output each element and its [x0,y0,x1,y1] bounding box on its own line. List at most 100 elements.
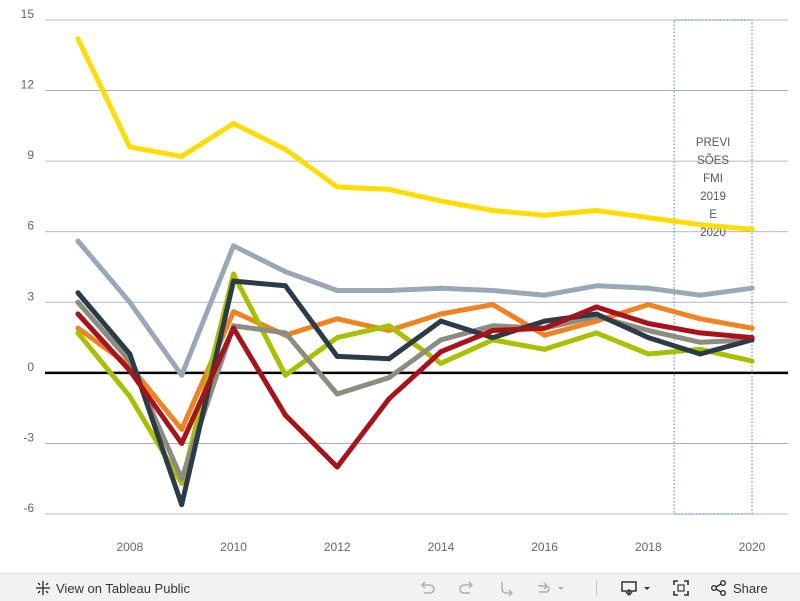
data-point [179,502,185,508]
y-tick-label: 0 [27,360,34,374]
series-line [75,278,755,508]
data-point [438,337,444,343]
data-point [282,372,288,378]
data-point [542,292,548,298]
data-point [282,146,288,152]
data-point [697,351,703,357]
y-tick-label: -3 [23,430,34,444]
data-point [645,335,651,341]
download-dropdown-icon [638,579,650,597]
data-point [593,208,599,214]
data-point [645,285,651,291]
data-point [490,335,496,341]
data-point [334,335,340,341]
data-point [749,335,755,341]
data-point [334,316,340,322]
data-point [75,36,81,42]
forecast-label-line: 2020 [700,227,726,239]
forecast-label-line: SÕES [697,154,729,167]
data-point [490,302,496,308]
data-point [127,368,133,374]
data-point [438,198,444,204]
data-point [697,292,703,298]
series-line [75,36,755,232]
x-tick-label: 2012 [324,540,351,554]
y-tick-label: 6 [27,219,34,233]
data-point [282,283,288,289]
view-on-tableau-public-link[interactable]: View on Tableau Public [34,579,190,597]
share-label: Share [733,580,768,596]
data-point [542,212,548,218]
data-point [697,330,703,336]
refresh-button[interactable] [534,579,564,597]
data-point [386,356,392,362]
data-point [282,269,288,275]
data-point [386,396,392,402]
download-icon [620,579,638,597]
data-point [593,330,599,336]
x-tick-label: 2020 [739,540,766,554]
data-point [282,412,288,418]
toolbar-divider [596,580,597,596]
y-tick-label: 3 [27,289,34,303]
data-point [231,243,237,249]
data-point [386,323,392,329]
y-tick-label: -6 [23,501,34,515]
redo-button[interactable] [458,579,476,597]
data-point [386,288,392,294]
y-tick-label: 12 [21,78,35,92]
data-point [645,302,651,308]
y-axis-tick-labels: 15 12 9 6 3 0 -3 -6 [21,7,35,515]
data-point [490,323,496,329]
data-point [75,325,81,331]
share-button[interactable]: Share [710,579,768,597]
data-point [438,311,444,317]
data-point [231,121,237,127]
x-tick-label: 2008 [116,540,143,554]
forecast-label-line: 2019 [700,191,726,203]
data-point [179,480,185,486]
data-point [179,440,185,446]
data-point [593,318,599,324]
forecast-annotation: PREVI SÕES FMI 2019 E 2020 [673,19,753,515]
refresh-dropdown-icon [552,579,564,597]
data-point [334,288,340,294]
fullscreen-button[interactable] [672,579,690,597]
data-point [645,320,651,326]
data-point [697,316,703,322]
data-point [542,318,548,324]
data-point [749,285,755,291]
data-point [697,222,703,228]
data-point [749,358,755,364]
share-icon [710,579,728,597]
series-line [75,299,755,482]
data-point [179,372,185,378]
data-point [75,330,81,336]
data-point [386,375,392,381]
data-point [490,288,496,294]
data-point [334,391,340,397]
data-point [75,311,81,317]
revert-button[interactable] [498,579,516,597]
revert-icon [498,579,516,597]
tableau-toolbar: View on Tableau Public [0,573,800,601]
data-point [645,328,651,334]
data-point [645,215,651,221]
x-tick-label: 2010 [220,540,247,554]
data-point [334,184,340,190]
refresh-icon [534,579,552,597]
data-point [127,299,133,305]
series-line [75,238,755,378]
data-point [282,330,288,336]
forecast-label-line: PREVI [696,137,731,149]
x-tick-label: 2018 [635,540,662,554]
data-point [334,464,340,470]
undo-button[interactable] [418,579,436,597]
undo-icon [418,579,436,597]
data-point [75,299,81,305]
data-point [749,325,755,331]
download-button[interactable] [620,579,650,597]
data-point [231,309,237,315]
data-point [127,393,133,399]
data-point [438,349,444,355]
